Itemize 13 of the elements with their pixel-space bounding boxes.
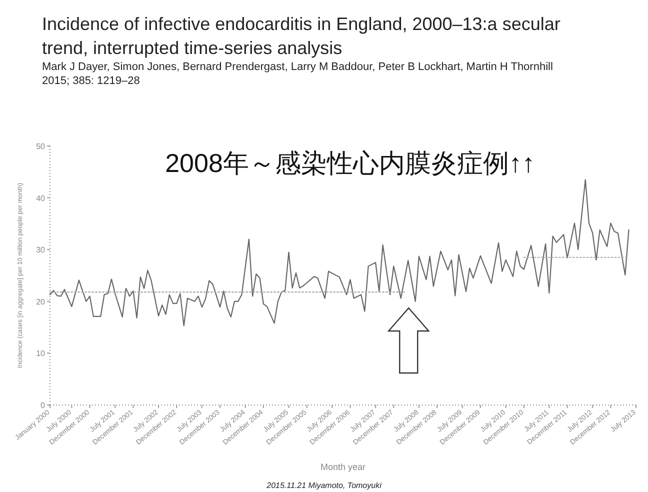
y-tick-label: 10 (36, 349, 46, 358)
text: 2015; 385: 1219–28 (42, 75, 140, 87)
chart-subtitle: Mark J Dayer, Simon Jones, Bernard Prendergast, Larry M Baddour, Peter B Lockhart, Martin H Thornhill (42, 61, 553, 73)
y-tick-label: 50 (36, 142, 46, 151)
y-tick-label: 20 (36, 297, 46, 306)
y-tick-label: 40 (36, 194, 46, 203)
y-tick-label: 30 (36, 246, 46, 255)
line-series (49, 179, 630, 326)
text: 2015.11.21 Miyamoto, Tomoyuki (266, 481, 382, 490)
x-axis-title: Month year (320, 462, 366, 472)
annotation: 2008年～感染性心内膜炎症例↑↑ (165, 148, 535, 178)
y-tick-label: 0 (40, 401, 46, 410)
chart-title: Incidence of infective endocarditis in England, 2000–13:a secular trend, interrupted time-series analysis (42, 14, 560, 58)
